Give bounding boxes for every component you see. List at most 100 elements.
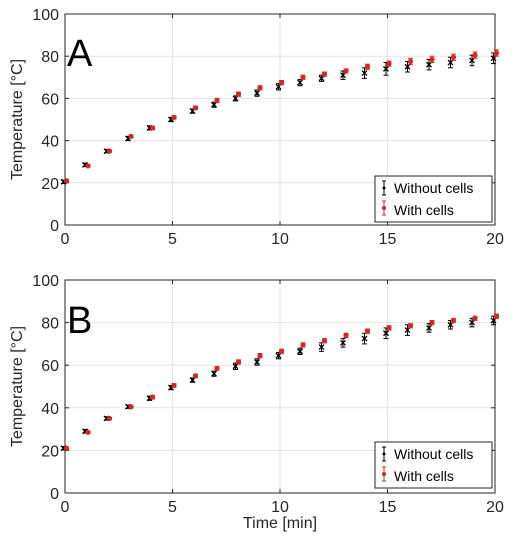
marker-dot <box>106 148 113 154</box>
point-with-cells <box>450 53 457 61</box>
legend-label-with-cells: With cells <box>394 468 454 484</box>
y-tick-label: 100 <box>32 7 59 24</box>
marker-dot <box>429 320 435 326</box>
point-with-cells <box>235 359 242 365</box>
marker-dot <box>493 50 500 56</box>
point-with-cells <box>343 68 349 74</box>
y-tick-label: 100 <box>32 273 59 290</box>
point-with-cells <box>472 315 478 321</box>
marker-dot <box>343 68 349 74</box>
marker-dot <box>429 56 435 62</box>
marker-dot <box>63 445 70 451</box>
point-with-cells <box>214 365 220 371</box>
point-with-cells <box>257 85 263 91</box>
x-tick-label: 15 <box>379 499 397 516</box>
marker-x <box>297 348 303 355</box>
y-tick-label: 0 <box>50 486 59 503</box>
x-tick-label: 0 <box>61 499 70 516</box>
marker-x <box>426 324 432 331</box>
point-with-cells <box>429 319 435 326</box>
legend-marker-without-cells <box>382 180 386 196</box>
point-with-cells <box>214 97 220 104</box>
point-with-cells <box>63 178 70 184</box>
point-with-cells <box>300 74 306 80</box>
y-tick-label: 60 <box>41 91 59 108</box>
marker-dot <box>321 71 328 77</box>
x-tick-label: 10 <box>271 231 289 248</box>
panel-letter: B <box>67 300 92 342</box>
point-with-cells <box>171 114 177 120</box>
marker-dot <box>450 54 457 60</box>
point-with-cells <box>192 373 199 379</box>
point-with-cells <box>278 348 285 354</box>
marker-dot <box>343 332 349 338</box>
marker-x <box>82 428 88 435</box>
point-with-cells <box>300 342 306 348</box>
y-axis-label: Temperature [°C] <box>9 326 26 447</box>
point-without-cells <box>211 370 217 377</box>
point-without-cells <box>254 89 260 97</box>
panel-letter: A <box>67 33 93 75</box>
marker-dot <box>407 323 414 329</box>
legend-marker-without-cells <box>382 446 386 462</box>
point-without-cells <box>383 62 389 76</box>
marker-dot <box>321 338 328 344</box>
marker-dot <box>192 373 199 379</box>
marker-dot <box>386 60 392 67</box>
marker-dot <box>171 382 177 389</box>
point-without-cells <box>340 338 346 348</box>
marker-x <box>383 330 389 337</box>
y-axis-label: Temperature [°C] <box>9 59 26 180</box>
marker-dot <box>128 404 134 410</box>
legend: Without cells With cells <box>374 175 493 223</box>
axis-ticks: 0 5 10 15 20 0 20 40 60 80 100 <box>32 7 504 248</box>
axis-ticks: 0 5 10 15 20 0 20 40 60 80 100 <box>32 273 504 516</box>
marker-dot <box>171 114 177 120</box>
marker-dot <box>106 415 113 422</box>
marker-dot <box>63 178 70 184</box>
marker-dot <box>300 74 306 80</box>
x-tick-label: 15 <box>379 231 397 248</box>
marker-dot <box>278 348 285 354</box>
marker-dot <box>493 313 500 319</box>
marker-dot <box>472 52 478 58</box>
point-with-cells <box>128 133 134 139</box>
y-tick-label: 20 <box>41 443 59 460</box>
x-tick-label: 20 <box>486 231 504 248</box>
legend-label-with-cells: With cells <box>394 202 454 218</box>
y-tick-label: 20 <box>41 176 59 193</box>
point-with-cells <box>128 404 134 410</box>
marker-dot <box>128 133 134 139</box>
point-with-cells <box>343 332 349 339</box>
point-without-cells <box>297 347 303 356</box>
marker-dot <box>386 325 392 331</box>
y-tick-label: 40 <box>41 134 59 151</box>
x-tick-label: 5 <box>168 231 177 248</box>
legend: Without cells With cells <box>374 441 493 489</box>
marker-dot <box>214 97 220 104</box>
marker-dot <box>85 163 91 169</box>
marker-dot <box>85 429 91 435</box>
marker-x <box>340 339 346 346</box>
point-with-cells <box>85 429 91 435</box>
marker-x <box>318 344 325 351</box>
marker-dot <box>407 58 414 65</box>
marker-dot <box>192 105 199 111</box>
marker-dot <box>300 342 306 348</box>
marker-x <box>361 70 368 77</box>
legend-marker-with-cells <box>382 466 386 482</box>
x-tick-label: 0 <box>61 231 70 248</box>
marker-dot <box>257 85 263 91</box>
y-tick-label: 80 <box>41 316 59 333</box>
marker-x <box>189 377 196 384</box>
marker-dot <box>278 79 285 86</box>
y-tick-label: 40 <box>41 401 59 418</box>
point-with-cells <box>235 91 242 97</box>
x-tick-label: 5 <box>168 499 177 516</box>
point-with-cells <box>278 79 285 86</box>
point-with-cells <box>106 415 113 422</box>
point-without-cells <box>254 358 260 366</box>
point-with-cells <box>493 49 500 57</box>
point-with-cells <box>171 382 177 389</box>
